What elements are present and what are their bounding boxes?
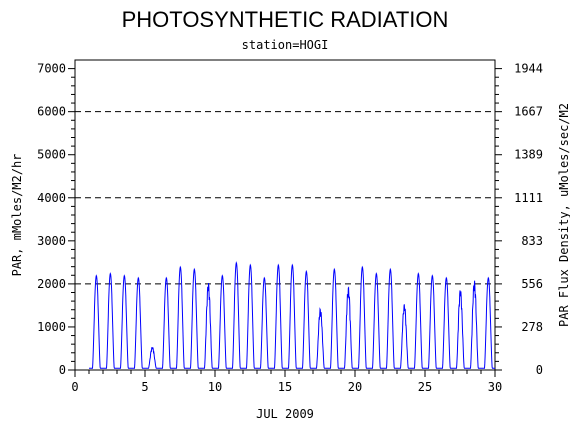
y-tick-label: 0 [59,363,66,377]
y-tick-label: 3000 [37,234,66,248]
x-tick-label: 5 [141,380,148,394]
y-tick-label: 5000 [37,148,66,162]
y-axis-right: 0 278 556 833 1111 1389 1667 1944 [495,62,543,377]
y-tick-label: 6000 [37,105,66,119]
x-tick-label: 30 [488,380,502,394]
y2-tick-label: 278 [521,320,543,334]
chart-subtitle: station=HOGI [242,38,329,52]
y2-tick-label: 556 [521,277,543,291]
x-tick-label: 25 [418,380,432,394]
x-tick-label: 20 [348,380,362,394]
y-tick-label: 4000 [37,191,66,205]
x-tick-label: 10 [208,380,222,394]
y-tick-label: 2000 [37,277,66,291]
plot-area [74,59,496,371]
x-axis-label: JUL 2009 [256,407,314,421]
y-tick-label: 7000 [37,62,66,76]
y2-tick-label: 1944 [514,62,543,76]
y2-tick-label: 1667 [514,105,543,119]
y-axis-left: 0 1000 2000 3000 4000 5000 6000 7000 [37,62,75,377]
y2-tick-label: 1389 [514,148,543,162]
par-series-line [89,261,495,369]
y2-tick-label: 0 [536,363,543,377]
y2-axis-label: PAR Flux Density, uMoles/sec/M2 [557,103,570,327]
y-tick-label: 1000 [37,320,66,334]
reference-lines [75,111,495,285]
y-axis-label: PAR, mMoles/M2/hr [10,154,24,277]
x-tick-label: 15 [278,380,292,394]
y2-tick-label: 833 [521,234,543,248]
x-tick-label: 0 [71,380,78,394]
x-axis: 0 5 10 15 20 25 30 [71,370,502,394]
y2-tick-label: 1111 [514,191,543,205]
chart-title: PHOTOSYNTHETIC RADIATION [122,7,449,32]
